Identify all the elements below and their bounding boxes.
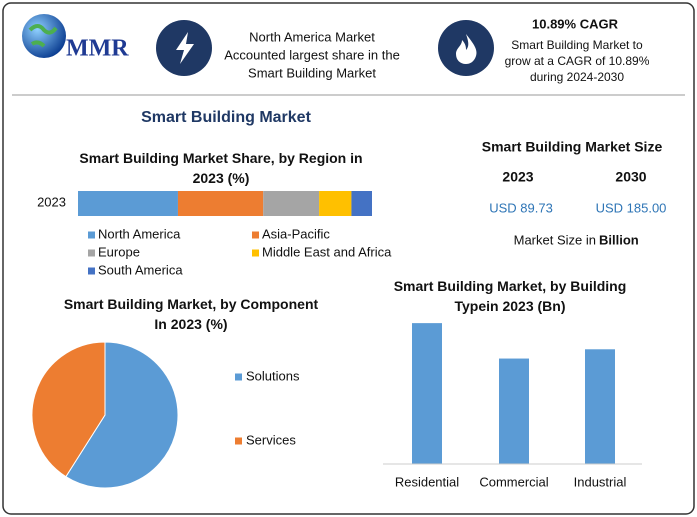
header-text: Smart Building Market to	[511, 38, 643, 52]
main-title: Smart Building Market	[141, 109, 311, 126]
legend-label: Asia-Pacific	[262, 226, 330, 241]
bar	[585, 349, 615, 464]
chart-title: Smart Building Market, by Building Typei…	[393, 278, 627, 314]
header-title: 10.89% CAGR	[532, 16, 619, 31]
chart-title: Smart Building Market, by Component In 2…	[63, 296, 319, 332]
legend-label: North America	[98, 226, 181, 241]
x-tick-label: Industrial	[574, 474, 627, 489]
bolt-icon	[176, 32, 194, 64]
legend-swatch	[252, 249, 259, 257]
pie-slice	[65, 341, 179, 489]
bar-segment	[177, 191, 264, 216]
x-tick-label: Residential	[395, 474, 459, 489]
header-text: North America Market	[249, 29, 375, 44]
y-tick-label: 2023	[37, 194, 66, 209]
bar-segment	[351, 191, 372, 216]
logo-land	[28, 24, 58, 48]
legend-label: Europe	[98, 244, 140, 259]
size-year: 2030	[615, 169, 646, 185]
icon-circle	[438, 20, 494, 76]
bar-segment	[319, 191, 352, 216]
legend-swatch	[88, 267, 95, 275]
legend-label: Middle East and Africa	[262, 244, 392, 259]
size-value: USD 185.00	[596, 200, 667, 215]
x-tick-label: Commercial	[479, 474, 548, 489]
bar-segment	[263, 191, 320, 216]
logo-globe	[22, 14, 66, 58]
bar	[499, 358, 529, 464]
legend-label: Solutions	[246, 368, 300, 383]
size-unit: Billion	[599, 232, 639, 247]
legend-swatch	[235, 373, 242, 381]
legend-swatch	[252, 231, 259, 239]
size-value: USD 89.73	[489, 200, 553, 215]
size-title: Smart Building Market Size	[482, 139, 663, 155]
bar	[412, 323, 442, 464]
logo-text: MMR	[66, 36, 129, 62]
header-text: Accounted largest share in the	[224, 47, 400, 62]
pie-slice	[31, 341, 106, 478]
legend-label: Services	[246, 432, 296, 447]
header-text: grow at a CAGR of 10.89%	[505, 54, 650, 68]
flame-icon	[456, 34, 477, 64]
header-text: Smart Building Market	[248, 65, 376, 80]
legend-swatch	[88, 249, 95, 257]
size-note: Market Size in	[514, 232, 596, 247]
legend-swatch	[88, 231, 95, 239]
legend-label: South America	[98, 262, 183, 277]
legend-swatch	[235, 437, 242, 445]
size-year: 2023	[502, 169, 533, 185]
header-text: during 2024-2030	[530, 70, 624, 84]
chart-title: Smart Building Market Share, by Region i…	[79, 150, 363, 186]
bar-segment	[78, 191, 178, 216]
